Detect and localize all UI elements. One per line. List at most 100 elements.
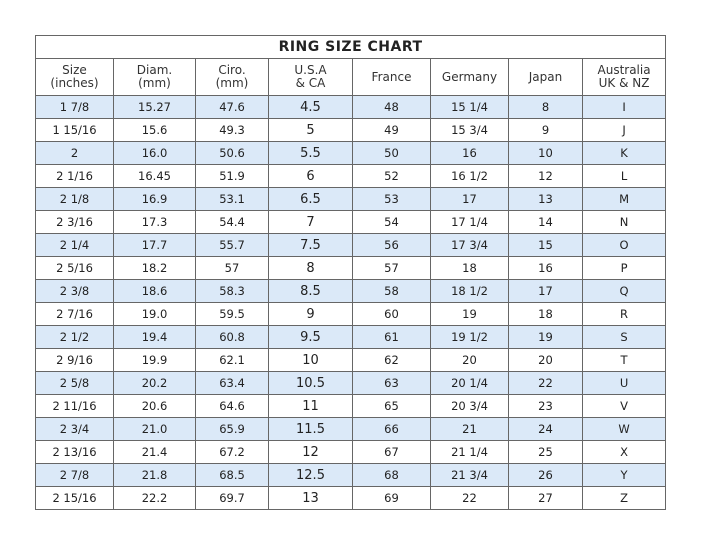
table-row: 2 1/16 16.45 51.9 6 52 16 1/2 12 L [35,164,667,188]
table-cell: 16.9 [113,187,196,211]
table-cell: 53.1 [195,187,269,211]
table-cell: T [581,348,667,372]
column-header-line: UK & NZ [598,76,650,90]
table-cell: 20.6 [113,394,196,418]
table-cell: 62 [352,348,431,372]
column-header-line: & CA [295,76,326,90]
table-cell: 17.7 [113,233,196,257]
table-cell: N [581,210,667,234]
table-cell: 16 1/2 [430,164,509,188]
table-cell: 47.6 [195,95,269,119]
column-header: Diam. (mm) [113,58,196,96]
table-cell: 2 11/16 [35,394,114,418]
table-cell: 8 [508,95,583,119]
table-cell: 2 5/8 [35,371,114,395]
table-cell: 13 [508,187,583,211]
table-cell: 16 [508,256,583,280]
table-cell: 9.5 [268,325,353,349]
table-cell: 65 [352,394,431,418]
table-cell: 16.45 [113,164,196,188]
table-title: RING SIZE CHART [34,35,667,59]
table-cell: 68.5 [195,463,269,487]
column-header-line: Australia [597,63,651,77]
table-cell: 18.2 [113,256,196,280]
table-cell: 52 [352,164,431,188]
table-cell: 2 5/16 [35,256,114,280]
table-cell: 24 [508,417,583,441]
table-cell: Y [581,463,667,487]
table-cell: 19.0 [113,302,196,326]
table-row: 2 1/4 17.7 55.7 7.5 56 17 3/4 15 O [35,233,667,257]
table-cell: P [581,256,667,280]
column-header: Ciro. (mm) [195,58,269,96]
table-cell: 20 [508,348,583,372]
table-cell: 5 [268,118,353,142]
table-cell: 2 15/16 [35,486,114,510]
table-cell: 62.1 [195,348,269,372]
table-cell: V [581,394,667,418]
table-cell: 2 9/16 [35,348,114,372]
table-cell: 21 [430,417,509,441]
column-header: Size (inches) [35,58,114,96]
column-header-line: Japan [528,69,563,84]
table-cell: 2 1/2 [35,325,114,349]
table-cell: 55.7 [195,233,269,257]
table-cell: 2 3/8 [35,279,114,303]
table-cell: 4.5 [268,95,353,119]
table-cell: 21.4 [113,440,196,464]
table-cell: 15.27 [113,95,196,119]
column-header-line: (inches) [50,76,99,90]
table-cell: 22 [508,371,583,395]
table-row: 2 5/16 18.2 57 8 57 18 16 P [35,256,667,280]
column-header: France [352,58,431,96]
table-cell: 20 1/4 [430,371,509,395]
table-cell: 19.4 [113,325,196,349]
table-cell: 10 [508,141,583,165]
table-cell: 27 [508,486,583,510]
table-row: 1 15/16 15.6 49.3 5 49 15 3/4 9 J [35,118,667,142]
table-cell: 7 [268,210,353,234]
table-cell: 19 [430,302,509,326]
table-cell: 16.0 [113,141,196,165]
table-cell: 67.2 [195,440,269,464]
column-header: Australia UK & NZ [581,58,667,96]
ring-size-table: RING SIZE CHART Size (inches) Diam. (mm) Cir… [34,35,667,510]
table-cell: 2 1/8 [35,187,114,211]
table-cell: K [581,141,667,165]
table-cell: 12 [508,164,583,188]
table-cell: 18 1/2 [430,279,509,303]
table-cell: 11 [268,394,353,418]
table-row: 2 3/4 21.0 65.9 11.5 66 21 24 W [35,417,667,441]
table-cell: L [581,164,667,188]
table-row: 2 7/8 21.8 68.5 12.5 68 21 3/4 26 Y [35,463,667,487]
table-cell: 13 [268,486,353,510]
table-cell: 10 [268,348,353,372]
table-cell: 69 [352,486,431,510]
table-cell: 21.0 [113,417,196,441]
table-cell: 54.4 [195,210,269,234]
table-cell: 2 7/8 [35,463,114,487]
header-row: Size (inches) Diam. (mm) Ciro. (mm) U.S.A & CA F… [35,58,667,96]
column-header: Germany [430,58,509,96]
table-cell: 50.6 [195,141,269,165]
column-header-line: (mm) [138,76,171,90]
table-cell: 6 [268,164,353,188]
table-cell: 21 1/4 [430,440,509,464]
table-cell: 48 [352,95,431,119]
table-cell: 21 3/4 [430,463,509,487]
column-header: Japan [508,58,583,96]
table-cell: 16 [430,141,509,165]
table-cell: X [581,440,667,464]
table-cell: 17.3 [113,210,196,234]
table-cell: 12 [268,440,353,464]
table-cell: 65.9 [195,417,269,441]
table-cell: 56 [352,233,431,257]
table-cell: 22.2 [113,486,196,510]
table-cell: W [581,417,667,441]
table-cell: O [581,233,667,257]
table-body: 1 7/8 15.27 47.6 4.5 48 15 1/4 8 I 1 15/16 15.6 49… [35,95,667,510]
table-cell: 57 [195,256,269,280]
table-cell: 57 [352,256,431,280]
table-cell: 58 [352,279,431,303]
table-cell: 60.8 [195,325,269,349]
